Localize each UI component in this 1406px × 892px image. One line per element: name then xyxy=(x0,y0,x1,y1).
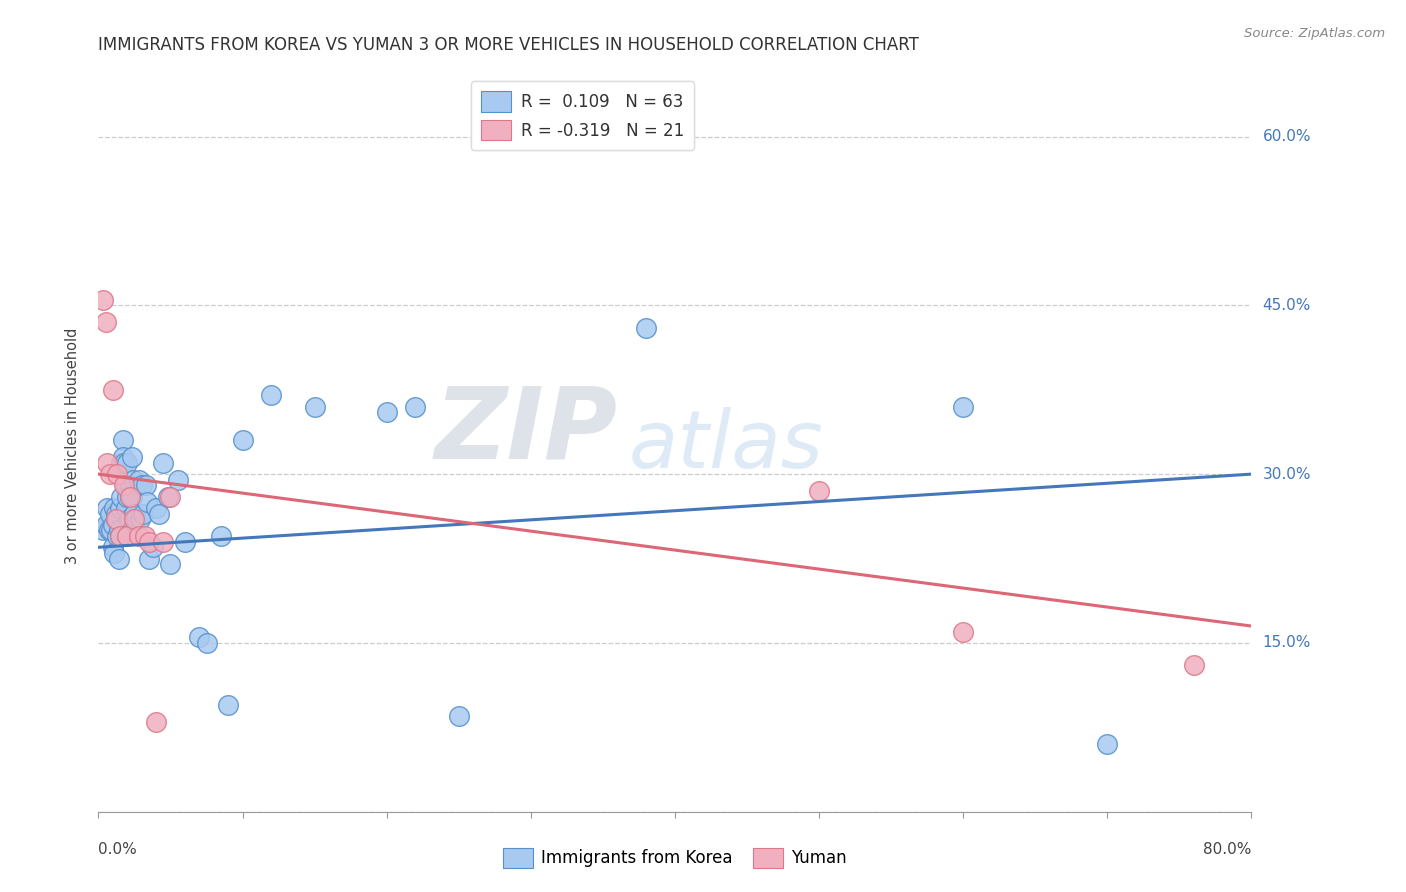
Point xyxy=(1097,737,1119,751)
Point xyxy=(195,636,218,650)
Point xyxy=(105,512,128,526)
Point xyxy=(107,524,129,538)
Point xyxy=(125,512,148,526)
Point xyxy=(111,434,134,448)
Point xyxy=(159,557,181,571)
Point xyxy=(128,529,150,543)
Point xyxy=(152,534,174,549)
Text: IMMIGRANTS FROM KOREA VS YUMAN 3 OR MORE VEHICLES IN HOUSEHOLD CORRELATION CHART: IMMIGRANTS FROM KOREA VS YUMAN 3 OR MORE… xyxy=(98,36,920,54)
Text: atlas: atlas xyxy=(628,407,824,485)
Point xyxy=(117,456,138,470)
Point xyxy=(124,507,146,521)
Point xyxy=(174,534,197,549)
Point xyxy=(166,473,188,487)
Point xyxy=(117,490,138,504)
Point xyxy=(117,529,138,543)
Point xyxy=(636,321,658,335)
Point xyxy=(145,714,167,729)
Point xyxy=(101,517,124,532)
Point xyxy=(134,529,156,543)
Point xyxy=(120,478,142,492)
Point xyxy=(110,456,132,470)
Point xyxy=(112,456,135,470)
Point xyxy=(111,450,134,465)
Point xyxy=(118,512,141,526)
Point xyxy=(114,500,136,515)
Point xyxy=(98,507,121,521)
Text: 45.0%: 45.0% xyxy=(1263,298,1310,313)
Point xyxy=(108,529,131,543)
Point xyxy=(142,541,165,555)
Point xyxy=(188,630,211,644)
Point xyxy=(807,483,830,498)
Point xyxy=(100,524,122,538)
Point xyxy=(105,467,128,482)
Point xyxy=(156,490,179,504)
Point xyxy=(105,529,128,543)
Point xyxy=(447,709,470,723)
Point xyxy=(148,507,170,521)
Point xyxy=(112,478,135,492)
Legend: Immigrants from Korea, Yuman: Immigrants from Korea, Yuman xyxy=(496,841,853,875)
Y-axis label: 3 or more Vehicles in Household: 3 or more Vehicles in Household xyxy=(65,328,80,564)
Point xyxy=(91,524,114,538)
Point xyxy=(152,456,174,470)
Point xyxy=(98,467,121,482)
Text: 0.0%: 0.0% xyxy=(98,842,138,857)
Point xyxy=(138,551,160,566)
Point xyxy=(110,490,132,504)
Point xyxy=(304,400,326,414)
Text: Source: ZipAtlas.com: Source: ZipAtlas.com xyxy=(1244,27,1385,40)
Point xyxy=(217,698,239,712)
Point xyxy=(120,490,142,504)
Point xyxy=(952,624,974,639)
Point xyxy=(405,400,427,414)
Point xyxy=(101,383,124,397)
Point xyxy=(136,495,159,509)
Point xyxy=(132,507,155,521)
Point xyxy=(108,500,131,515)
Point xyxy=(107,551,129,566)
Point xyxy=(121,490,143,504)
Point xyxy=(145,500,167,515)
Point xyxy=(1182,658,1205,673)
Point xyxy=(135,478,157,492)
Point xyxy=(101,541,124,555)
Point xyxy=(122,473,145,487)
Point xyxy=(94,315,117,329)
Point xyxy=(114,478,136,492)
Point xyxy=(260,388,283,402)
Text: 30.0%: 30.0% xyxy=(1263,467,1310,482)
Point xyxy=(159,490,181,504)
Point xyxy=(108,529,131,543)
Point xyxy=(120,490,142,504)
Point xyxy=(91,293,114,307)
Point xyxy=(375,405,398,419)
Point xyxy=(131,478,153,492)
Point xyxy=(231,434,254,448)
Point xyxy=(128,473,150,487)
Text: 15.0%: 15.0% xyxy=(1263,635,1310,650)
Point xyxy=(103,546,125,560)
Point xyxy=(129,512,152,526)
Text: ZIP: ZIP xyxy=(434,383,617,480)
Point xyxy=(94,517,117,532)
Point xyxy=(138,534,160,549)
Point xyxy=(209,529,232,543)
Point xyxy=(104,512,127,526)
Point xyxy=(952,400,974,414)
Point xyxy=(124,512,146,526)
Point xyxy=(96,456,118,470)
Legend: R =  0.109   N = 63, R = -0.319   N = 21: R = 0.109 N = 63, R = -0.319 N = 21 xyxy=(471,81,695,150)
Point xyxy=(104,507,127,521)
Point xyxy=(103,500,125,515)
Point xyxy=(96,500,118,515)
Text: 60.0%: 60.0% xyxy=(1263,129,1310,144)
Point xyxy=(97,524,120,538)
Text: 80.0%: 80.0% xyxy=(1204,842,1251,857)
Point xyxy=(104,512,127,526)
Point xyxy=(121,450,143,465)
